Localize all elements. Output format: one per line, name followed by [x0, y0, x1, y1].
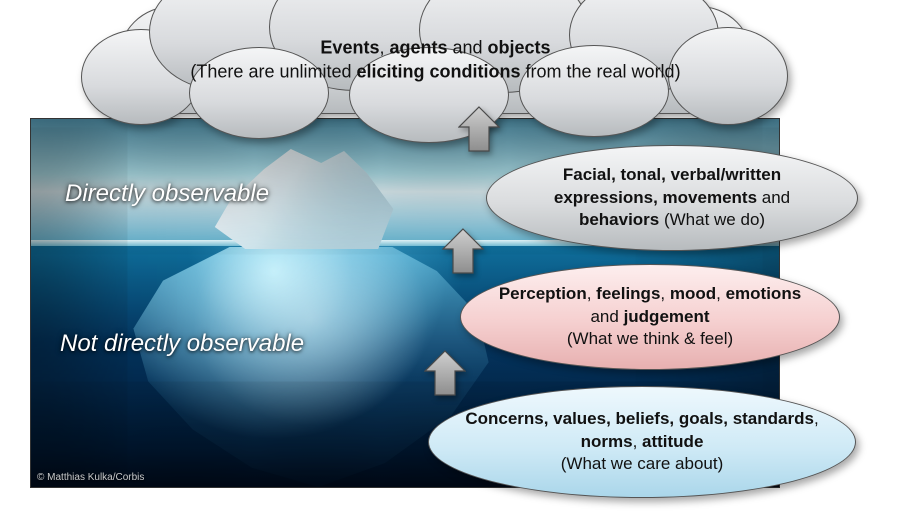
- label-not-directly-observable: Not directly observable: [60, 330, 304, 358]
- bubble-perception-text: Perception, feelings, mood, emotions and…: [489, 283, 811, 352]
- photo-credit: © Matthias Kulka/Corbis: [37, 472, 144, 483]
- bubble-perception: Perception, feelings, mood, emotions and…: [460, 264, 840, 370]
- label-directly-observable: Directly observable: [65, 180, 269, 208]
- arrow-up-icon: [442, 228, 484, 279]
- cloud-text: Events, agents and objects(There are unl…: [119, 36, 752, 85]
- bubble-concerns: Concerns, values, beliefs, goals, standa…: [428, 386, 856, 498]
- arrow-up-icon: [424, 350, 466, 401]
- diagram-stage: © Matthias Kulka/Corbis Directly observa…: [0, 0, 900, 516]
- bubble-expressions: Facial, tonal, verbal/written expression…: [486, 145, 858, 251]
- bubble-concerns-text: Concerns, values, beliefs, goals, standa…: [457, 408, 827, 477]
- cloud-body: Events, agents and objects(There are unl…: [118, 6, 753, 114]
- bubble-expressions-text: Facial, tonal, verbal/written expression…: [515, 164, 829, 233]
- cloud-events: Events, agents and objects(There are unl…: [118, 6, 753, 114]
- arrow-up-icon: [458, 106, 500, 157]
